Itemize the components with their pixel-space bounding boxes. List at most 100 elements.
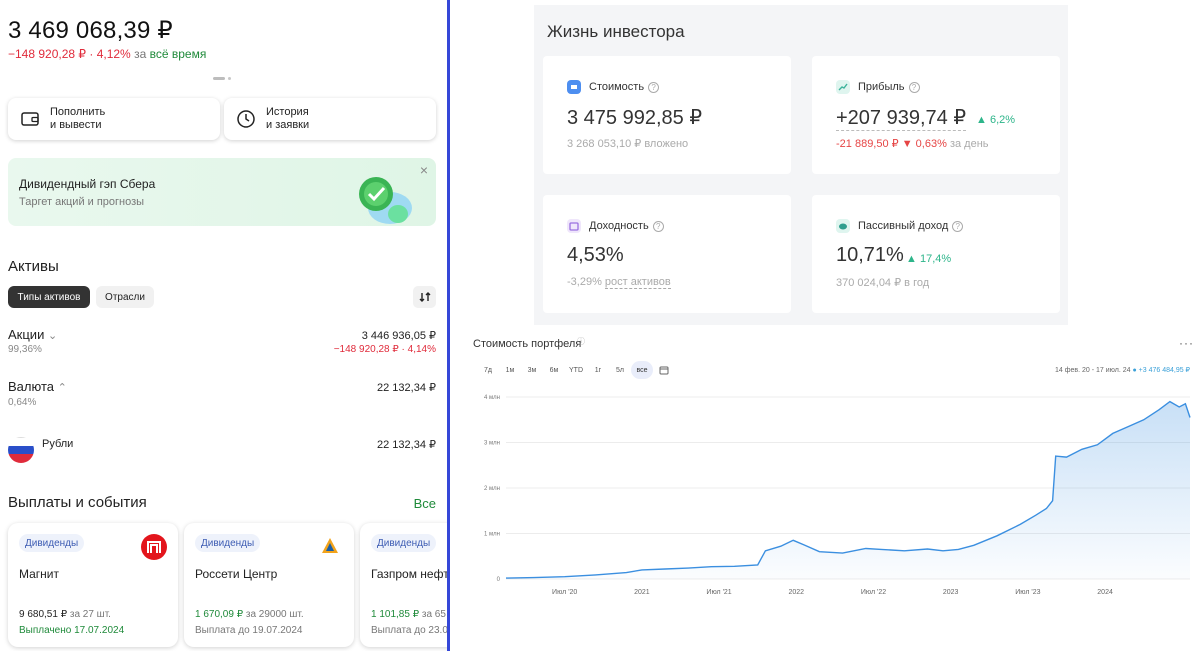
assets-title: Активы	[8, 258, 59, 275]
screen-divider	[447, 0, 450, 651]
stat-value: 4,53%	[567, 244, 624, 266]
event-card[interactable]: Дивиденды Россети Центр 1 670,09 ₽ за 29…	[184, 523, 354, 647]
portfolio-panel: 3 469 068,39 ₽ −148 920,28 ₽ · 4,12% за …	[0, 0, 447, 651]
asset-row-stocks[interactable]: Акции ⌄	[8, 327, 57, 342]
period-option[interactable]: все	[631, 361, 653, 379]
stat-pct: ▲ 6,2%	[976, 114, 1016, 126]
promo-subtitle: Таргет акций и прогнозы	[19, 196, 145, 208]
calendar-icon	[567, 219, 581, 233]
period-option[interactable]: YTD	[569, 366, 583, 374]
investor-panel: Жизнь инвестора Стоимость? 3 475 992,85 …	[450, 0, 1200, 651]
portfolio-value-chart[interactable]: 0 1 млн 2 млн 3 млн 4 млн Июл '20 2021 Июл '21 2…	[470, 380, 1200, 610]
sort-button[interactable]	[413, 286, 436, 308]
help-icon[interactable]: ?	[652, 220, 664, 232]
period-option[interactable]: 5л	[616, 366, 624, 374]
help-icon[interactable]: ⓘ	[577, 337, 585, 346]
chevron-down-icon: ⌄	[47, 330, 58, 342]
promo-title: Дивидендный гэп Сбера	[19, 177, 156, 191]
asset-share: 0,64%	[8, 397, 37, 408]
piggy-bank-icon	[836, 219, 850, 233]
calendar-icon[interactable]	[653, 361, 675, 379]
russia-flag-icon	[8, 437, 34, 463]
history-orders-label: История и заявки	[266, 106, 310, 131]
stat-label: Пассивный доход	[858, 220, 949, 232]
sort-icon	[419, 292, 430, 302]
deposit-withdraw-button[interactable]: Пополнить и вывести	[8, 98, 220, 140]
portfolio-total: 3 469 068,39 ₽	[8, 17, 173, 44]
asset-value: 22 132,34 ₽	[377, 382, 436, 394]
event-company: Россети Центр	[195, 567, 278, 581]
chart-range: 14 фев. 20 - 17 июл. 24 ● +3 476 484,95 …	[1055, 367, 1190, 374]
magnit-logo-icon	[141, 534, 167, 560]
stat-value: 10,71%	[836, 244, 904, 266]
stat-note: -3,29% рост активов	[567, 276, 671, 289]
help-icon[interactable]: ?	[648, 81, 660, 93]
stat-label: Стоимость	[589, 81, 645, 93]
event-status: Выплачено 17.07.2024	[19, 625, 125, 636]
promo-banner[interactable]: Дивидендный гэп Сбера Таргет акций и про…	[8, 158, 436, 226]
event-tag: Дивиденды	[195, 534, 261, 552]
y-tick-label: 1 млн	[484, 532, 500, 538]
portfolio-change-period[interactable]: всё время	[149, 47, 207, 61]
period-option[interactable]: 6м	[549, 366, 559, 374]
events-title: Выплаты и события	[8, 494, 147, 511]
investor-title: Жизнь инвестора	[547, 22, 685, 41]
asset-row-currency[interactable]: Валюта ⌃	[8, 379, 67, 394]
x-tick-label: Июл '21	[706, 589, 731, 596]
stat-card-yield: Доходность? 4,53% -3,29% рост активов	[543, 195, 791, 313]
x-tick-label: 2022	[788, 589, 804, 596]
stat-pct: ▲ 17,4%	[906, 253, 952, 265]
series-area	[506, 401, 1190, 579]
tab-sectors[interactable]: Отрасли	[96, 286, 154, 308]
rosseti-logo-icon	[318, 535, 342, 559]
x-tick-label: Июл '23	[1015, 589, 1040, 596]
portfolio-change: −148 920,28 ₽ · 4,12% за всё время	[8, 47, 206, 61]
period-option[interactable]: 3м	[527, 366, 537, 374]
event-amount: 1 101,85 ₽ за 65	[371, 609, 446, 620]
tab-asset-types[interactable]: Типы активов	[8, 286, 90, 308]
stat-card-profit: Прибыль? +207 939,74 ₽ ▲ 6,2% -21 889,50…	[812, 56, 1060, 174]
period-selector: 7д 1м 3м 6м YTD 1г 5л все	[477, 361, 675, 379]
x-tick-label: 2024	[1097, 589, 1113, 596]
chevron-up-icon: ⌃	[57, 382, 67, 394]
stat-note: 3 268 053,10 ₽ вложено	[567, 138, 689, 150]
asset-share: 99,36%	[8, 344, 42, 355]
period-option[interactable]: 1м	[505, 366, 515, 374]
event-card[interactable]: Дивиденды Магнит 9 680,51 ₽ за 27 шт. Вы…	[8, 523, 178, 647]
event-tag: Дивиденды	[19, 534, 85, 552]
wallet-icon	[567, 80, 581, 94]
stat-note: -21 889,50 ₽ ▼ 0,63% за день	[836, 138, 989, 150]
stat-note: 370 024,04 ₽ в год	[836, 277, 930, 289]
y-tick-label: 4 млн	[484, 395, 500, 401]
stat-label: Прибыль	[858, 81, 905, 93]
asset-value: 22 132,34 ₽	[377, 439, 436, 451]
events-all-link[interactable]: Все	[413, 496, 436, 511]
wallet-icon	[21, 112, 39, 126]
portfolio-change-value: −148 920,28 ₽ · 4,12%	[8, 47, 131, 61]
y-tick-label: 2 млн	[484, 486, 500, 492]
stat-card-value: Стоимость? 3 475 992,85 ₽ 3 268 053,10 ₽…	[543, 56, 791, 174]
stat-value: +207 939,74 ₽	[836, 107, 967, 131]
help-icon[interactable]: ?	[908, 81, 920, 93]
period-option[interactable]: 7д	[484, 366, 492, 374]
event-company: Газпром нефт	[371, 567, 447, 581]
asset-change: −148 920,28 ₽ · 4,14%	[333, 344, 436, 355]
stat-label: Доходность	[589, 220, 649, 232]
event-tag: Дивиденды	[371, 534, 437, 552]
event-card[interactable]: Дивиденды Газпром нефт 1 101,85 ₽ за 65 …	[360, 523, 447, 647]
y-tick-label: 3 млн	[484, 441, 500, 447]
clock-icon	[237, 110, 255, 128]
more-menu-icon[interactable]: ···	[1179, 336, 1194, 350]
chart-title: Стоимость портфеля	[473, 338, 582, 350]
history-orders-button[interactable]: История и заявки	[224, 98, 436, 140]
y-tick-label: 0	[497, 577, 501, 583]
period-option[interactable]: 1г	[594, 366, 602, 374]
asset-row-rubles[interactable]: Рубли	[42, 438, 74, 450]
help-icon[interactable]: ?	[952, 220, 964, 232]
close-icon[interactable]: ×	[419, 162, 428, 178]
series-line	[505, 400, 1191, 579]
portfolio-change-label: за	[134, 47, 147, 61]
investor-summary: Жизнь инвестора Стоимость? 3 475 992,85 …	[534, 5, 1068, 325]
event-status: Выплата до 23.0	[371, 625, 447, 636]
x-tick-label: 2021	[634, 589, 650, 596]
